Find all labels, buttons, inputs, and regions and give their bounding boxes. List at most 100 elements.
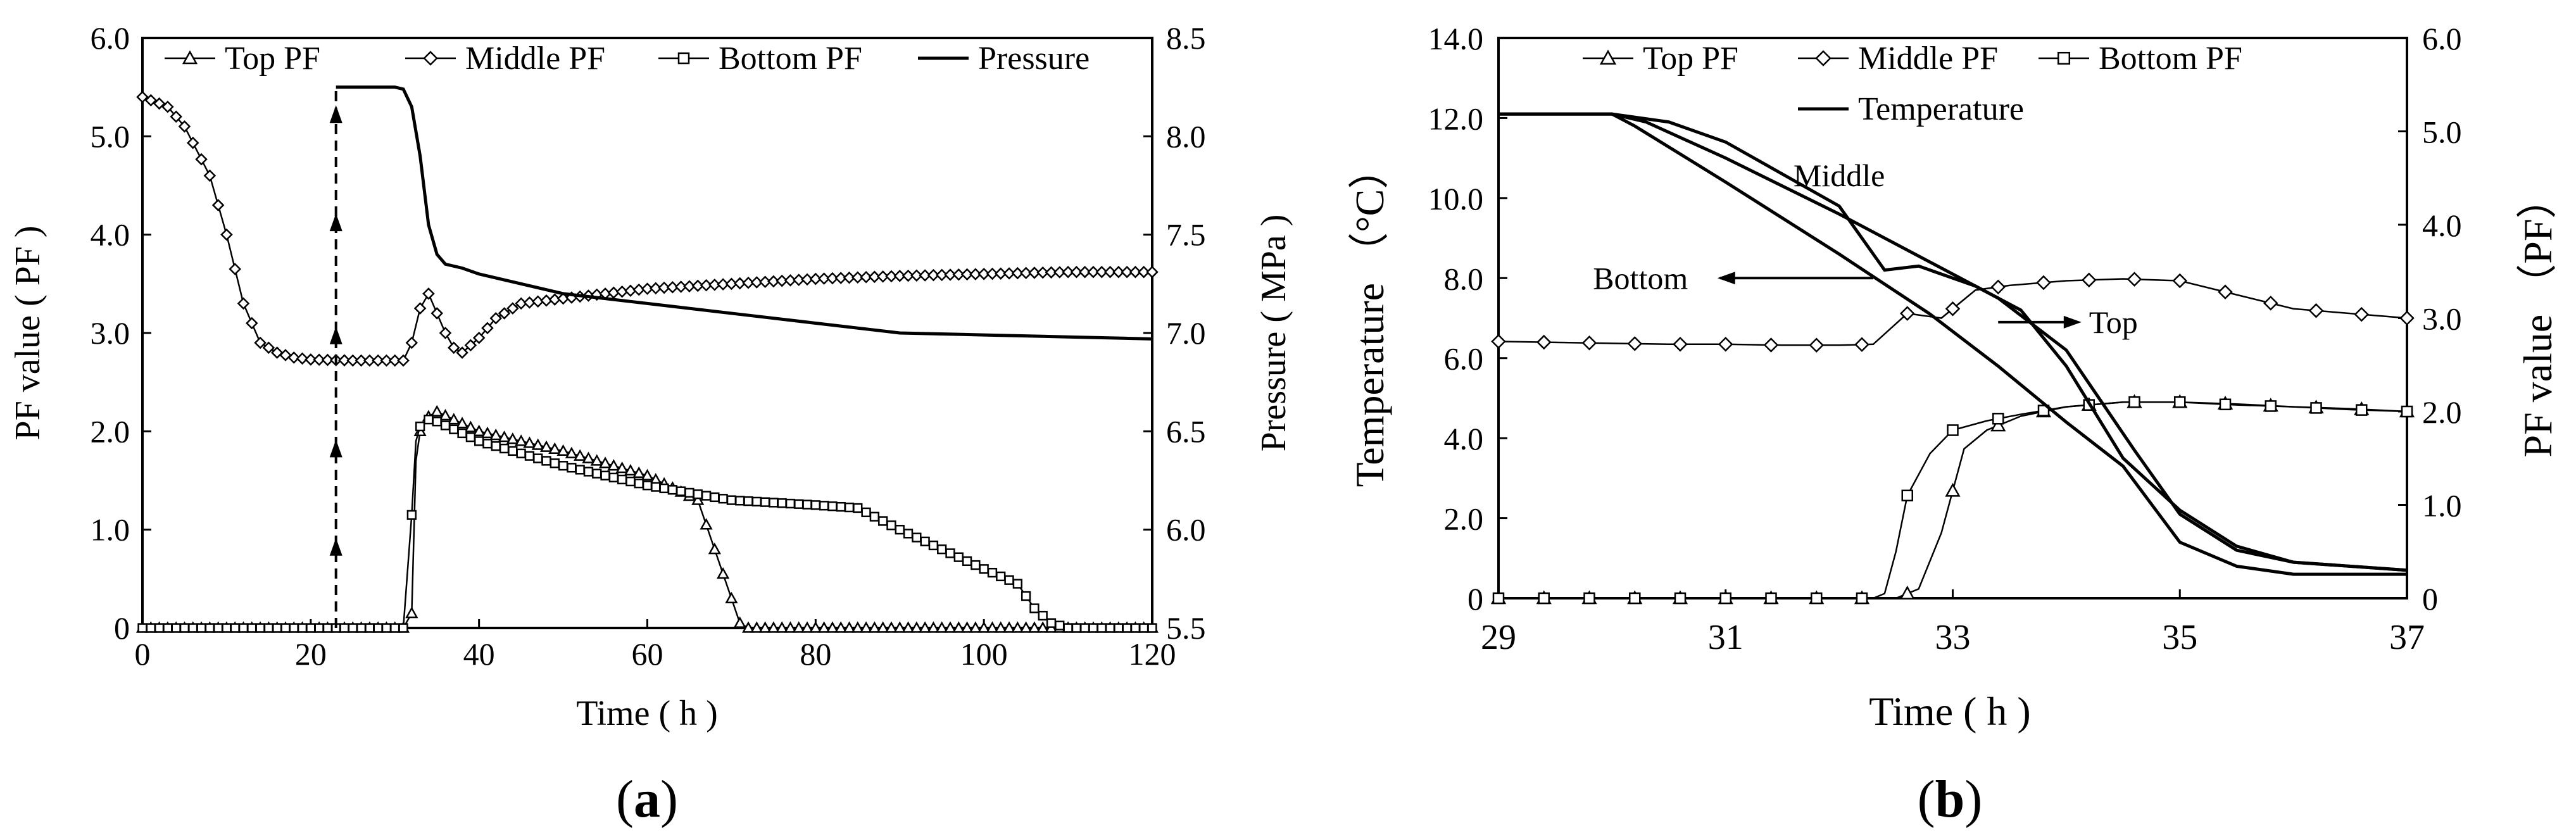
- chart-b-point-middle-pf: [1899, 306, 1915, 321]
- chart-a-point-bottom-pf: [693, 489, 703, 499]
- chart-a-point-bottom-pf: [844, 502, 855, 513]
- chart-a-point-middle-pf: [237, 297, 250, 310]
- panel-label-a-close: ): [660, 770, 678, 829]
- chart-a-y-tick-label: 6.0: [91, 20, 130, 56]
- chart-a-point-bottom-pf: [179, 623, 190, 633]
- chart-a-point-middle-pf: [750, 276, 763, 289]
- chart-a-point-top-pf: [767, 621, 780, 633]
- chart-a-point-top-pf: [893, 621, 907, 633]
- chart-a-point-middle-pf: [313, 353, 325, 367]
- chart-a-point-middle-pf: [1121, 265, 1133, 279]
- chart-b-point-bottom-pf: [1583, 592, 1595, 605]
- chart-b-y2-tick-label: 0: [2422, 581, 2438, 617]
- chart-a-point-bottom-pf: [365, 623, 375, 633]
- chart-a-point-bottom-pf: [928, 540, 939, 551]
- chart-a-point-bottom-pf: [482, 439, 493, 449]
- panel-label-b-close: ): [1964, 770, 1982, 829]
- chart-a-arrowhead: [329, 537, 342, 556]
- chart-a-point-middle-pf: [388, 354, 401, 367]
- chart-a-point-bottom-pf: [684, 487, 694, 498]
- chart-a-y2-tick-label: 5.5: [1166, 610, 1206, 646]
- chart-a-point-bottom-pf: [912, 532, 922, 543]
- chart-a-point-middle-pf: [952, 268, 965, 281]
- chart-a-point-middle-pf: [843, 271, 856, 284]
- panel-label-b-letter: b: [1935, 770, 1965, 829]
- chart-a-point-middle-pf: [902, 269, 915, 282]
- chart-a-point-top-pf: [515, 434, 528, 446]
- chart-b-x-tick-label: 29: [1481, 618, 1516, 657]
- chart-a-point-middle-pf: [372, 354, 384, 367]
- chart-a-point-middle-pf: [725, 277, 738, 291]
- chart-b-annotation-top-arrowhead: [2063, 315, 2082, 329]
- chart-a-point-top-pf: [927, 621, 940, 633]
- chart-a-point-middle-pf: [969, 268, 982, 280]
- chart-a-point-bottom-pf: [171, 623, 181, 633]
- chart-a-point-middle-pf: [1045, 266, 1058, 279]
- chart-a-y2-axis-label: Pressure ( MPa ): [1254, 215, 1293, 452]
- chart-a-x-tick-label: 40: [463, 636, 495, 672]
- chart-a-point-top-pf: [405, 606, 418, 618]
- chart-b-x-tick-label: 33: [1935, 618, 1971, 657]
- chart-a-point-middle-pf: [935, 268, 948, 282]
- chart-a-point-bottom-pf: [920, 536, 930, 546]
- chart-a-x-tick-label: 100: [960, 636, 1008, 672]
- chart-a-point-bottom-pf: [222, 623, 232, 633]
- chart-a-point-middle-pf: [262, 341, 275, 355]
- chart-a-point-bottom-pf: [861, 507, 871, 517]
- chart-a-point-middle-pf: [944, 268, 957, 281]
- chart-b-point-middle-pf: [1854, 337, 1869, 353]
- chart-b-point-top-pf: [1990, 417, 2006, 432]
- chart-a-point-middle-pf: [658, 281, 670, 294]
- chart-a-point-bottom-pf: [810, 500, 820, 510]
- chart-a-point-top-pf: [717, 567, 730, 579]
- chart-a-point-middle-pf: [203, 169, 217, 182]
- chart-a-point-bottom-pf: [449, 424, 459, 434]
- chart-a-point-middle-pf: [1112, 265, 1125, 279]
- chart-a-point-bottom-pf: [760, 497, 770, 507]
- chart-b-point-middle-pf: [1718, 337, 1733, 352]
- chart-a-point-middle-pf: [422, 287, 435, 300]
- chart-a-y2-tick-label: 7.0: [1166, 315, 1206, 351]
- chart-a-point-top-pf: [615, 461, 629, 474]
- chart-b-legend: Top PF Middle PF Bottom PF Temperature: [1583, 41, 2242, 127]
- chart-a-point-top-pf: [582, 451, 595, 463]
- chart-a-point-middle-pf: [355, 354, 368, 367]
- chart-a-point-bottom-pf: [987, 567, 998, 578]
- chart-a-point-middle-pf: [860, 271, 872, 284]
- chart-a-point-middle-pf: [321, 353, 334, 367]
- chart-a-point-bottom-pf: [575, 465, 585, 475]
- chart-a-point-middle-pf: [1103, 265, 1117, 279]
- chart-a-point-bottom-pf: [701, 491, 712, 501]
- chart-b-legend-label: Temperature: [1858, 91, 2024, 127]
- chart-a-point-middle-pf: [397, 354, 410, 367]
- chart-a-point-middle-pf: [826, 272, 839, 285]
- chart-a-x-tick-label: 120: [1129, 636, 1176, 672]
- chart-a-point-top-pf: [741, 621, 755, 633]
- chart-a-x-tick-label: 80: [800, 636, 831, 672]
- chart-b-point-middle-pf: [2354, 306, 2370, 322]
- chart-a-point-top-pf: [632, 466, 646, 478]
- chart-a-point-middle-pf: [1095, 265, 1109, 279]
- chart-a-point-bottom-pf: [550, 458, 560, 468]
- chart-b-point-middle-pf: [2218, 284, 2233, 299]
- chart-a-y2-tick-label: 6.0: [1166, 512, 1206, 548]
- chart-a-point-bottom-pf: [962, 556, 972, 567]
- chart-a-point-bottom-pf: [743, 496, 753, 506]
- chart-a-point-top-pf: [430, 405, 444, 417]
- chart-a-point-middle-pf: [161, 100, 174, 113]
- chart-a-point-bottom-pf: [1004, 575, 1014, 585]
- chart-b-y2-tick-label: 3.0: [2422, 301, 2462, 337]
- chart-a-point-top-pf: [1027, 621, 1041, 633]
- chart-a-point-middle-pf: [498, 307, 511, 320]
- chart-a-point-bottom-pf: [406, 510, 417, 520]
- chart-a-point-middle-pf: [153, 97, 166, 110]
- chart-a-point-middle-pf: [1053, 266, 1066, 279]
- chart-a-point-bottom-pf: [137, 623, 148, 633]
- chart-a-y-tick-label: 3.0: [91, 315, 130, 351]
- chart-a-point-bottom-pf: [971, 560, 981, 570]
- chart-a-y-tick-label: 1.0: [91, 512, 130, 548]
- chart-a-point-middle-pf: [144, 94, 158, 107]
- chart-a-point-middle-pf: [700, 279, 713, 292]
- chart-a-point-bottom-pf: [1029, 603, 1040, 613]
- chart-a-point-middle-pf: [834, 272, 847, 284]
